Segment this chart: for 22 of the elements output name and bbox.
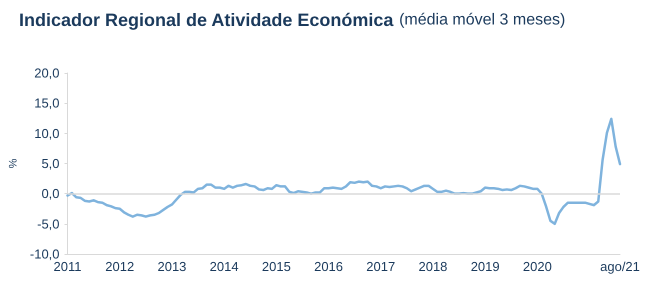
line-series: [66, 118, 622, 226]
x-tick-label: 2020: [522, 259, 552, 274]
x-tick-label: 2012: [105, 259, 134, 274]
y-tick-label: -5,0: [37, 216, 60, 232]
y-tick-label: -10,0: [30, 246, 60, 262]
chart-subtitle: (média móvel 3 meses): [399, 12, 566, 28]
y-tick-label: 0,0: [41, 186, 60, 202]
x-tick-label: 2019: [470, 259, 500, 274]
chart-title: Indicador Regional de Atividade Económica: [19, 10, 394, 30]
y-tick-label: 15,0: [34, 96, 60, 111]
x-tick-label: 2011: [54, 259, 82, 274]
x-tick-label: 2015: [262, 259, 291, 274]
y-tick-label: 10,0: [34, 126, 60, 141]
y-axis-title: %: [8, 158, 20, 168]
x-tick-label: 2016: [314, 259, 343, 274]
x-tick-label: 2017: [366, 259, 396, 274]
x-tick-label: 2018: [418, 259, 448, 274]
x-tick-label: 2013: [157, 259, 186, 274]
y-tick-label: 5,0: [41, 156, 60, 171]
y-tick-label: 20,0: [34, 66, 60, 80]
x-tick-label: ago/21: [600, 259, 640, 274]
x-tick-label: 2014: [210, 259, 239, 274]
